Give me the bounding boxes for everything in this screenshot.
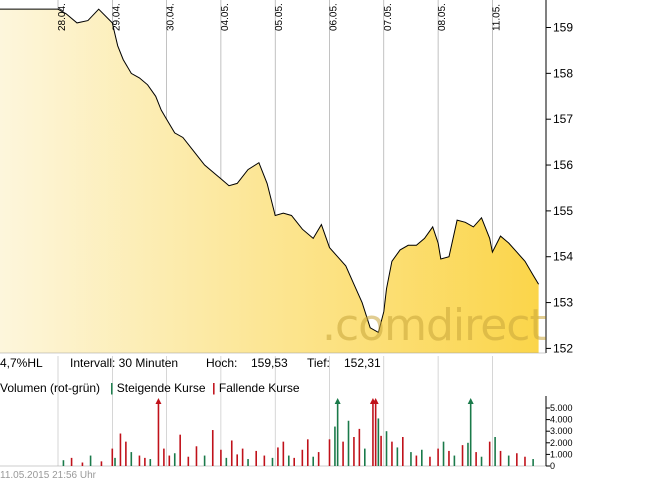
price-line bbox=[57, 8, 540, 334]
y-tick-label: 157 bbox=[553, 112, 573, 126]
x-tick-label: 07.05. bbox=[383, 3, 394, 31]
volume-title: Volumen (rot-grün) bbox=[0, 381, 101, 395]
x-tick-label: 05.05. bbox=[274, 3, 285, 31]
volume-overflow-arrow bbox=[334, 398, 341, 404]
volume-y-tick-label: 0 bbox=[550, 461, 555, 471]
y-tick-label: 154 bbox=[553, 250, 573, 264]
low-value: 152,31 bbox=[344, 356, 381, 370]
falling-marker: | bbox=[212, 381, 216, 395]
low-label: Tief: bbox=[307, 356, 330, 370]
range-indicator: 4,7%HL bbox=[0, 356, 43, 370]
legend-falling-label: Fallende Kurse bbox=[218, 381, 300, 395]
y-tick-label: 159 bbox=[553, 21, 573, 35]
y-tick-label: 158 bbox=[553, 66, 573, 80]
legend-rising-label: Steigende Kurse bbox=[116, 381, 206, 395]
x-tick-label: 30.04. bbox=[166, 3, 177, 31]
interval-label: Intervall: 30 Minuten bbox=[70, 356, 179, 370]
volume-legend: Volumen (rot-grün) | Steigende Kurse | F… bbox=[0, 381, 300, 395]
volume-y-tick-label: 1.000 bbox=[550, 449, 573, 459]
volume-overflow-arrow bbox=[372, 398, 379, 404]
volume-y-tick-label: 3.000 bbox=[550, 426, 573, 436]
y-tick-label: 155 bbox=[553, 204, 573, 218]
rising-marker: | bbox=[110, 381, 114, 395]
volume-overflow-arrow bbox=[467, 398, 474, 404]
volume-bars bbox=[62, 398, 534, 466]
high-label: Hoch: bbox=[206, 356, 238, 370]
volume-y-tick-label: 4.000 bbox=[550, 415, 573, 425]
grid-lines bbox=[57, 0, 493, 466]
x-tick-label: 08.05. bbox=[437, 3, 448, 31]
y-tick-label: 156 bbox=[553, 158, 573, 172]
comdirect-watermark: .comdirect bbox=[322, 300, 547, 351]
volume-overflow-arrow bbox=[155, 398, 162, 404]
volume-y-tick-label: 2.000 bbox=[550, 438, 573, 448]
x-tick-label: 29.04. bbox=[111, 3, 122, 31]
timestamp-footer: 11.05.2015 21:56 Uhr bbox=[0, 470, 97, 481]
price-area-fill bbox=[0, 9, 539, 353]
x-tick-label: 06.05. bbox=[329, 3, 340, 31]
x-tick-label: 28.04. bbox=[57, 3, 68, 31]
axes: 28.04. 29.04. 30.04. 04.05. 05.05. 06.05. 07.0… bbox=[0, 0, 573, 471]
y-tick-label: 153 bbox=[553, 296, 573, 310]
x-tick-label: 04.05. bbox=[220, 3, 231, 31]
high-value: 159,53 bbox=[251, 356, 288, 370]
volume-y-tick-label: 5.000 bbox=[550, 403, 573, 413]
x-tick-label: 11.05. bbox=[491, 4, 502, 31]
y-tick-label: 152 bbox=[553, 341, 573, 355]
